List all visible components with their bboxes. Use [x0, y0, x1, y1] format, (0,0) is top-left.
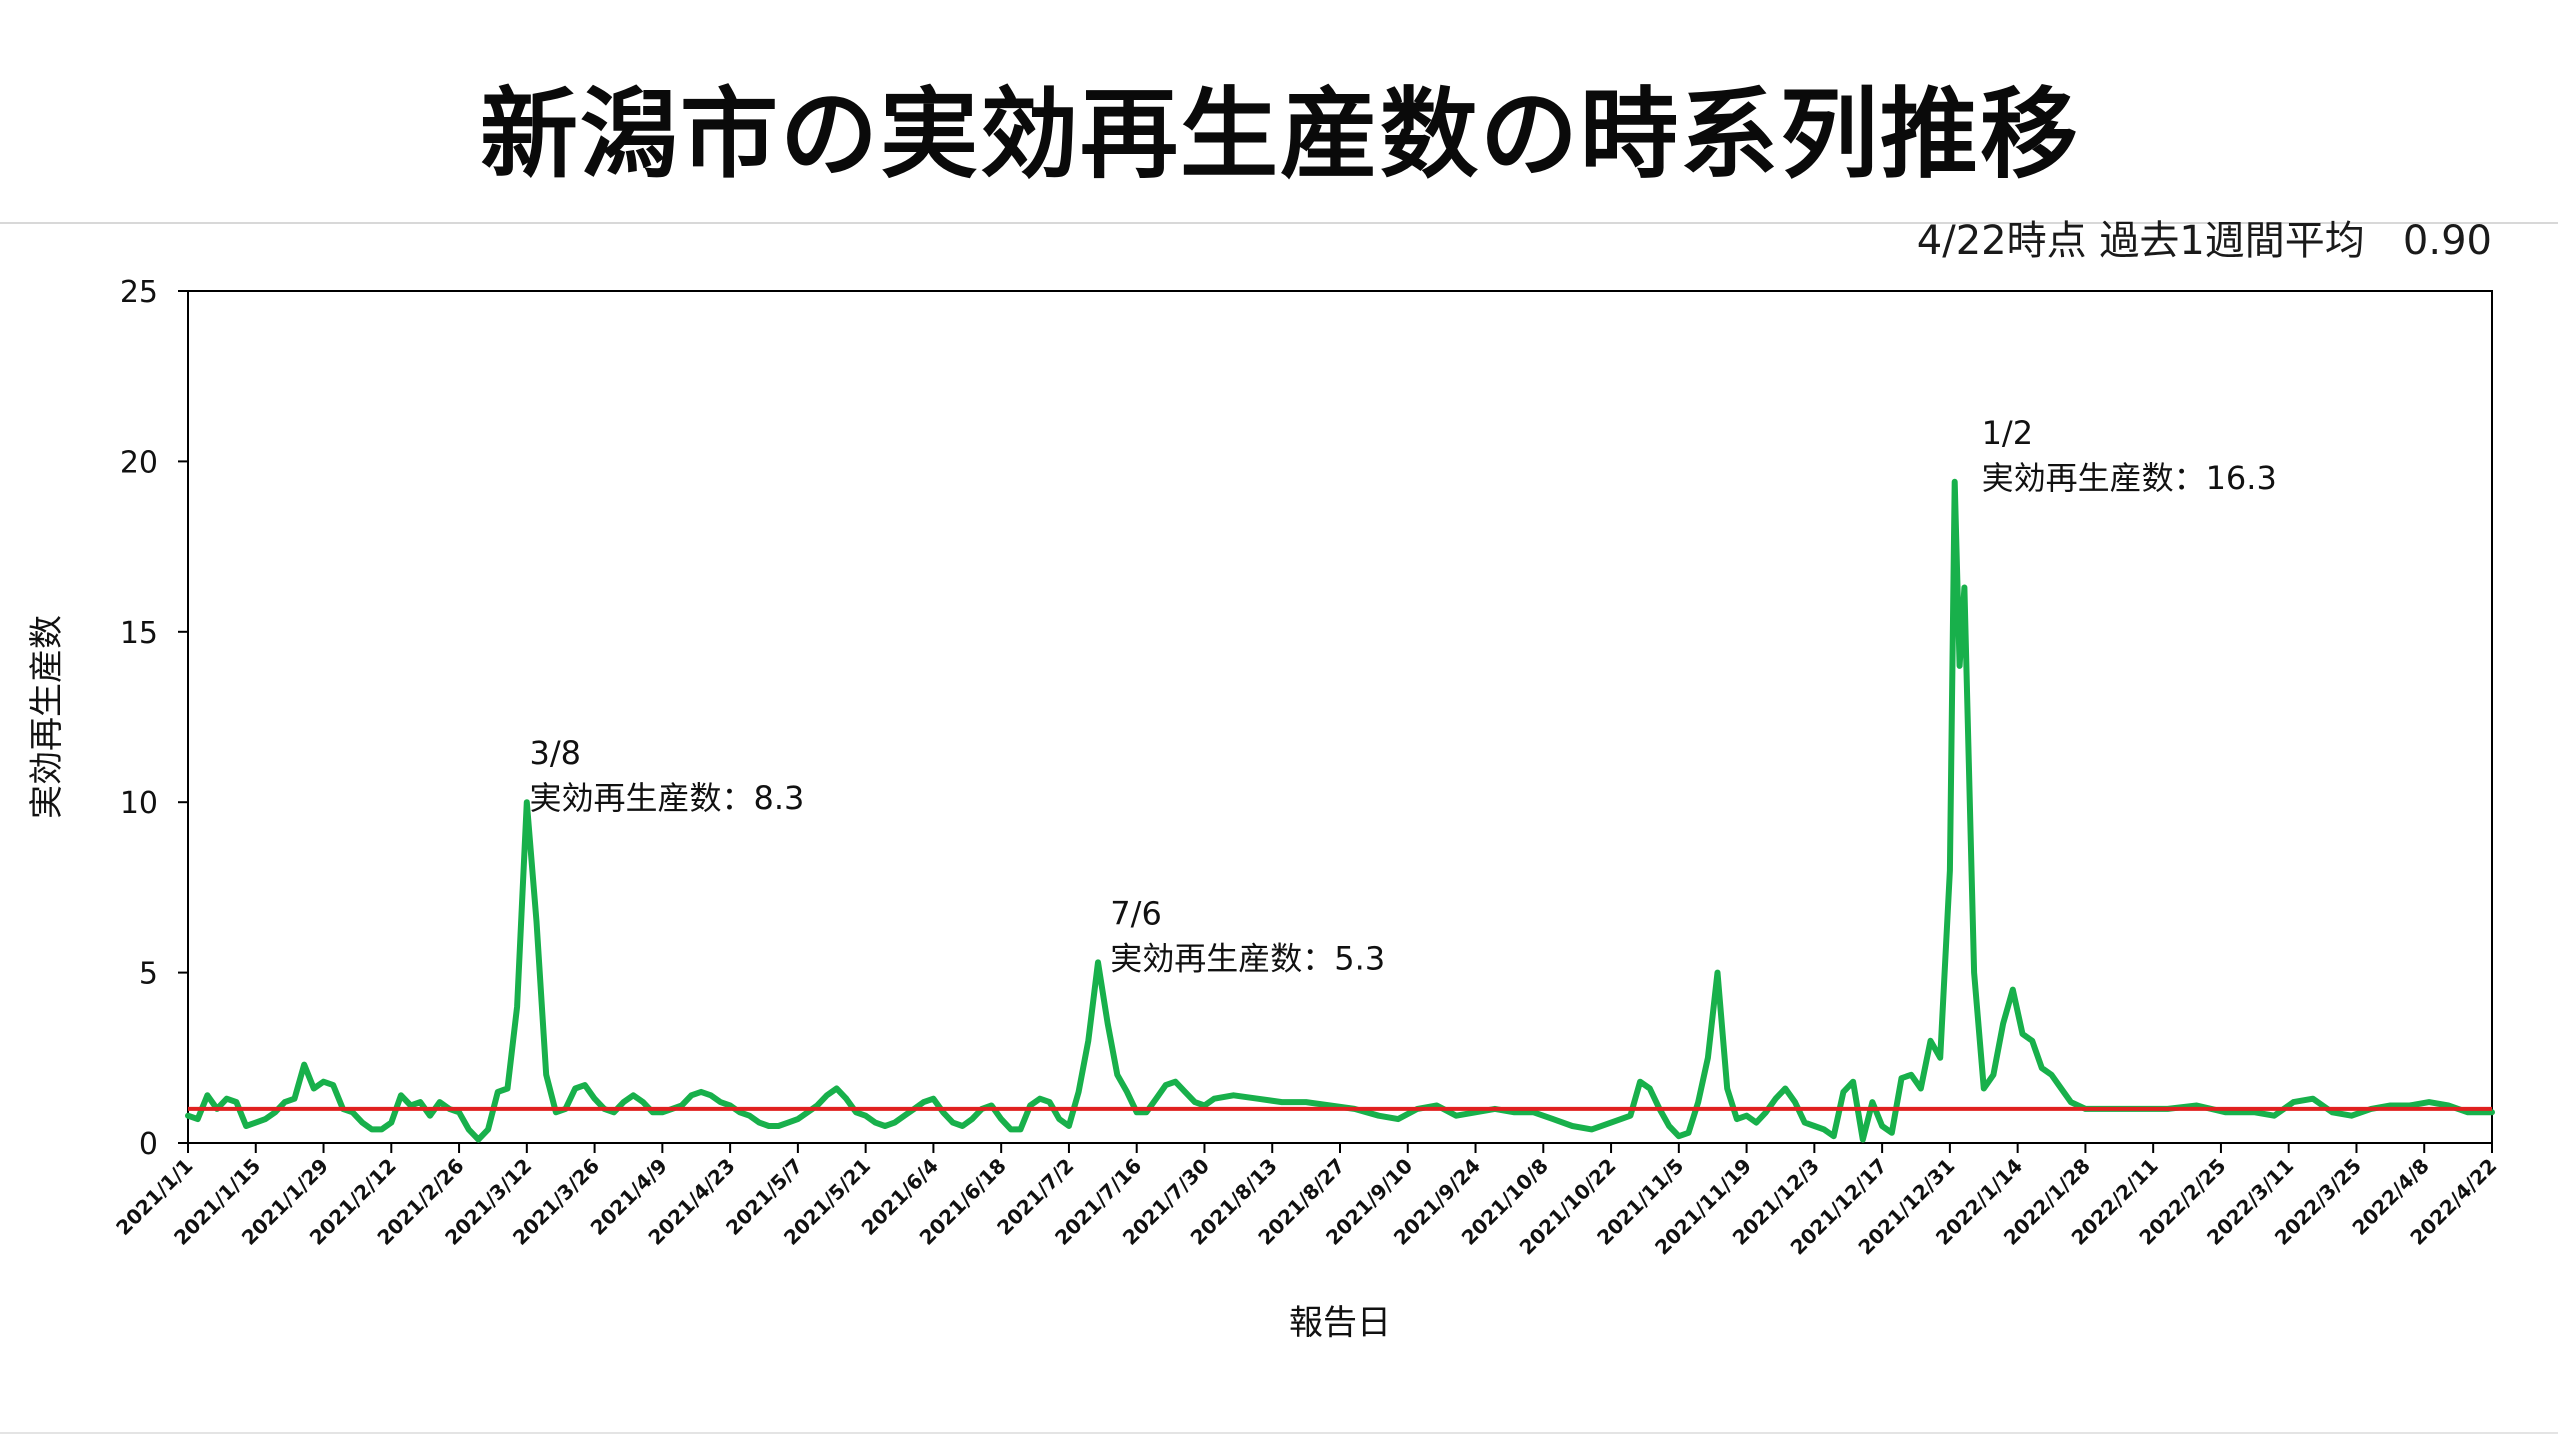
y-tick-label: 25 — [120, 275, 158, 310]
x-axis-title: 報告日 — [1289, 1303, 1391, 1343]
series-layer — [185, 478, 2495, 1143]
weekly-average-note: 4/22時点 過去1週間平均 0.90 — [1916, 218, 2492, 264]
plot-area-frame — [187, 290, 2493, 1144]
y-tick-label: 5 — [139, 957, 158, 992]
series-line — [185, 478, 2495, 1143]
annotation-value-3: 実効再生産数：16.3 — [1982, 459, 2277, 497]
page-title: 新潟市の実効再生産数の時系列推移 — [479, 78, 2080, 192]
y-tick-label: 10 — [120, 786, 158, 821]
y-axis-title: 実効再生産数 — [27, 615, 67, 819]
chart-panel — [0, 222, 2558, 1434]
y-tick-label: 20 — [120, 445, 158, 480]
y-tick-label: 15 — [120, 616, 158, 651]
annotation-value-2: 実効再生産数：5.3 — [1110, 939, 1385, 977]
y-tick-label: 0 — [139, 1127, 158, 1162]
annotation-value-1: 実効再生産数：8.3 — [529, 779, 804, 817]
axes-layer — [178, 290, 2493, 1153]
annotation-date-2: 7/6 — [1110, 894, 1162, 932]
annotation-date-1: 3/8 — [529, 734, 581, 772]
annotation-date-3: 1/2 — [1982, 414, 2034, 452]
label-layer: 05101520252021/1/12021/1/152021/1/292021… — [27, 275, 2502, 1343]
